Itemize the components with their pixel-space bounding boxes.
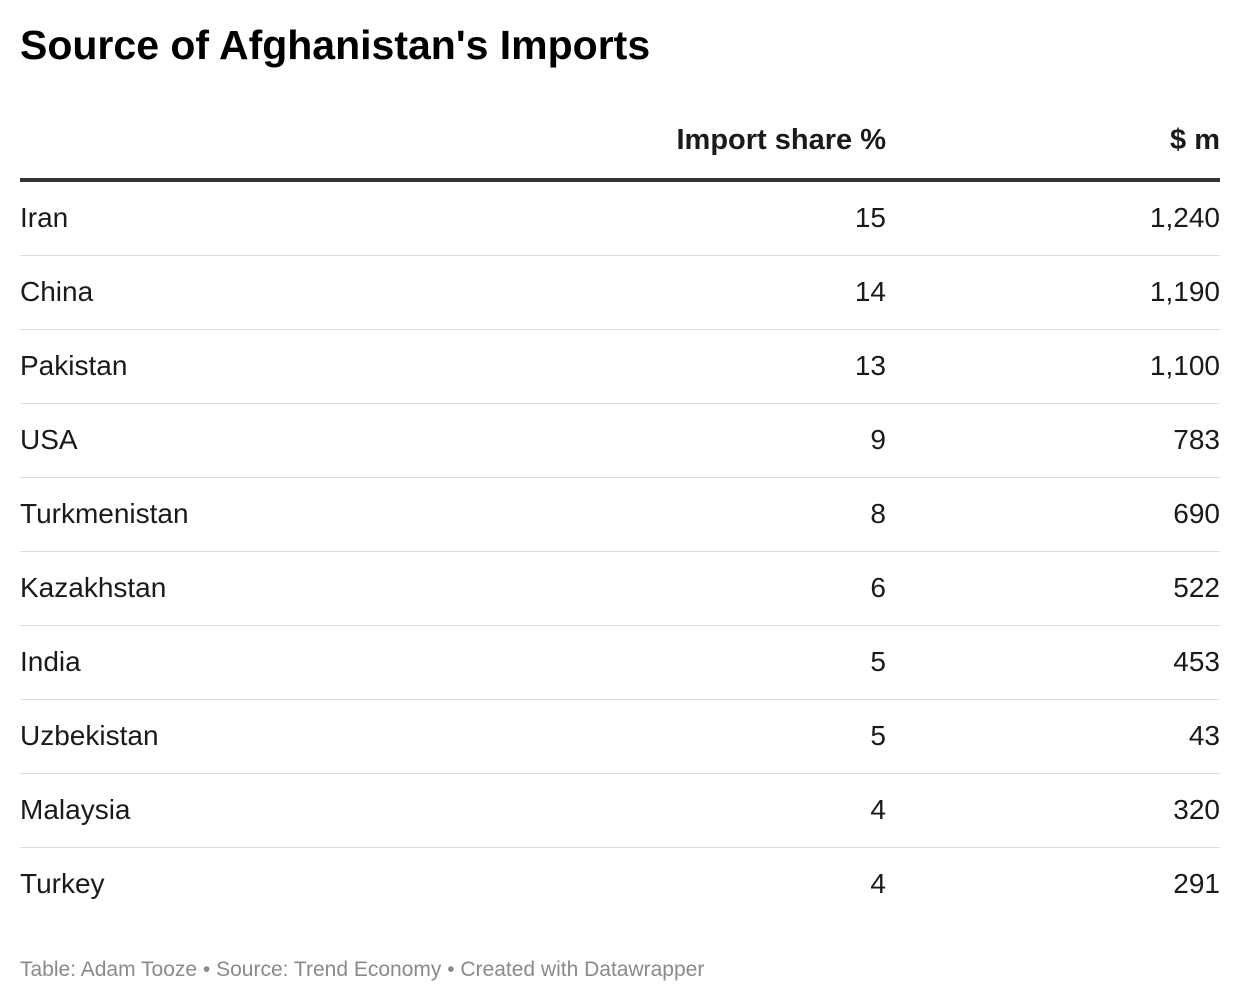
table-body: Iran 15 1,240 China 14 1,190 Pakistan 13… (20, 182, 1220, 921)
import-share-cell: 5 (870, 720, 886, 751)
column-header-value-usd-m: $ m (1170, 124, 1220, 156)
country-cell: Kazakhstan (20, 572, 167, 603)
table-row: Uzbekistan 5 43 (20, 700, 1220, 774)
table-row: Turkey 4 291 (20, 848, 1220, 921)
table-row: China 14 1,190 (20, 256, 1220, 330)
table-row: Iran 15 1,240 (20, 182, 1220, 256)
value-cell: 453 (1173, 646, 1220, 677)
import-share-cell: 8 (870, 498, 886, 529)
table-row: Kazakhstan 6 522 (20, 552, 1220, 626)
value-cell: 43 (1188, 720, 1220, 751)
table-row: Pakistan 13 1,100 (20, 330, 1220, 404)
value-cell: 783 (1173, 424, 1220, 455)
table-row: Malaysia 4 320 (20, 774, 1220, 848)
table-row: USA 9 783 (20, 404, 1220, 478)
imports-table: Import share % $ m Iran 15 1,240 China 1… (20, 108, 1220, 921)
value-cell: 1,190 (1149, 276, 1220, 307)
import-share-cell: 13 (854, 350, 886, 381)
country-cell: Iran (20, 202, 69, 233)
country-cell: Turkey (20, 868, 105, 899)
import-share-cell: 4 (870, 868, 886, 899)
import-share-cell: 15 (854, 202, 886, 233)
import-share-cell: 14 (854, 276, 886, 307)
country-cell: Pakistan (20, 350, 128, 381)
value-cell: 522 (1173, 572, 1220, 603)
source-footer: Table: Adam Tooze • Source: Trend Econom… (20, 958, 705, 981)
value-cell: 1,240 (1149, 202, 1220, 233)
value-cell: 1,100 (1149, 350, 1220, 381)
import-share-cell: 9 (870, 424, 886, 455)
country-cell: Turkmenistan (20, 498, 189, 529)
table-row: India 5 453 (20, 626, 1220, 700)
country-cell: India (20, 646, 81, 677)
import-share-cell: 4 (870, 794, 886, 825)
chart-title: Source of Afghanistan's Imports (20, 22, 651, 68)
import-share-cell: 6 (870, 572, 886, 603)
table-row: Turkmenistan 8 690 (20, 478, 1220, 552)
value-cell: 320 (1173, 794, 1220, 825)
country-cell: Uzbekistan (20, 720, 159, 751)
country-cell: China (20, 276, 94, 307)
value-cell: 690 (1173, 498, 1220, 529)
table-header: Import share % $ m (20, 108, 1220, 182)
value-cell: 291 (1173, 868, 1220, 899)
column-header-import-share: Import share % (676, 124, 887, 156)
country-cell: Malaysia (20, 794, 131, 825)
import-share-cell: 5 (870, 646, 886, 677)
country-cell: USA (20, 424, 78, 455)
